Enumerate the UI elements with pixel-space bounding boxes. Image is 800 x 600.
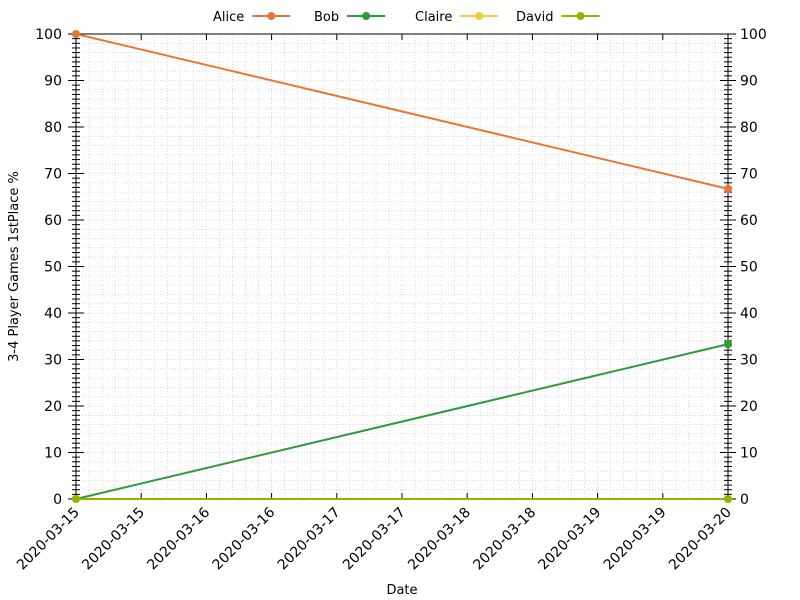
data-point-alice — [724, 184, 732, 193]
legend: Alice Bob Claire David — [213, 10, 600, 25]
y-tick-label-right: 20 — [740, 399, 758, 415]
data-point-david — [72, 495, 80, 503]
legend-item-bob: Bob — [314, 10, 386, 25]
y-axis-left: 0 10 20 30 40 50 60 70 80 90 100 — [35, 27, 62, 508]
y-tick-label: 100 — [35, 27, 62, 43]
legend-label: Alice — [213, 10, 244, 25]
x-tick-label: 2020-03-16 — [144, 504, 213, 573]
y-tick-label: 20 — [44, 399, 62, 415]
y-tick-label-right: 40 — [740, 306, 758, 322]
x-tick-label: 2020-03-19 — [601, 505, 670, 574]
x-tick-label: 2020-03-17 — [275, 505, 344, 574]
y-tick-label: 70 — [44, 167, 62, 183]
y-tick-label: 30 — [44, 353, 62, 369]
y-axis-right: 0 10 20 30 40 50 60 70 80 90 100 — [740, 27, 767, 508]
legend-swatch-marker — [576, 12, 585, 20]
x-axis: 2020-03-152020-03-152020-03-162020-03-16… — [14, 504, 735, 573]
y-tick-label: 0 — [53, 492, 62, 508]
legend-swatch-marker — [362, 12, 371, 20]
y-tick-label: 90 — [44, 74, 62, 90]
y-tick-label: 60 — [44, 213, 62, 229]
x-axis-title: Date — [386, 583, 417, 598]
grid — [76, 34, 728, 499]
series-line-alice — [75, 33, 729, 190]
series-line-bob — [75, 343, 729, 500]
x-tick-label: 2020-03-18 — [405, 505, 474, 574]
legend-label: Bob — [314, 10, 339, 25]
y-axis-title: 3-4 Player Games 1stPlace % — [7, 171, 22, 362]
legend-item-david: David — [516, 10, 600, 25]
y-tick-label: 10 — [44, 446, 62, 462]
data-point-alice — [72, 30, 80, 38]
legend-swatch-marker — [267, 12, 276, 20]
data-point-david — [724, 495, 732, 503]
y-tick-label: 80 — [44, 120, 62, 136]
x-tick-label: 2020-03-15 — [14, 505, 83, 574]
legend-item-alice: Alice — [213, 10, 291, 25]
y-tick-label-right: 100 — [740, 27, 767, 43]
legend-item-claire: Claire — [415, 10, 499, 25]
axis-ticks — [68, 33, 736, 500]
y-tick-label-right: 0 — [740, 492, 749, 508]
x-tick-label: 2020-03-17 — [340, 505, 409, 574]
series — [72, 30, 732, 503]
legend-swatch-marker — [475, 12, 484, 20]
legend-label: David — [516, 10, 554, 25]
data-point-bob — [724, 340, 732, 349]
x-tick-label: 2020-03-18 — [470, 505, 539, 574]
y-tick-label-right: 70 — [740, 167, 758, 183]
y-tick-label: 40 — [44, 306, 62, 322]
y-tick-label-right: 10 — [740, 446, 758, 462]
x-tick-label: 2020-03-16 — [210, 504, 279, 573]
legend-label: Claire — [415, 10, 452, 25]
y-tick-label-right: 90 — [740, 74, 758, 90]
y-tick-label: 50 — [44, 260, 62, 276]
y-tick-label-right: 60 — [740, 213, 758, 229]
y-tick-label-right: 80 — [740, 120, 758, 136]
x-tick-label: 2020-03-19 — [536, 505, 605, 574]
y-tick-label-right: 50 — [740, 260, 758, 276]
x-tick-label: 2020-03-20 — [666, 505, 735, 574]
x-tick-label: 2020-03-15 — [79, 505, 148, 574]
y-tick-label-right: 30 — [740, 353, 758, 369]
